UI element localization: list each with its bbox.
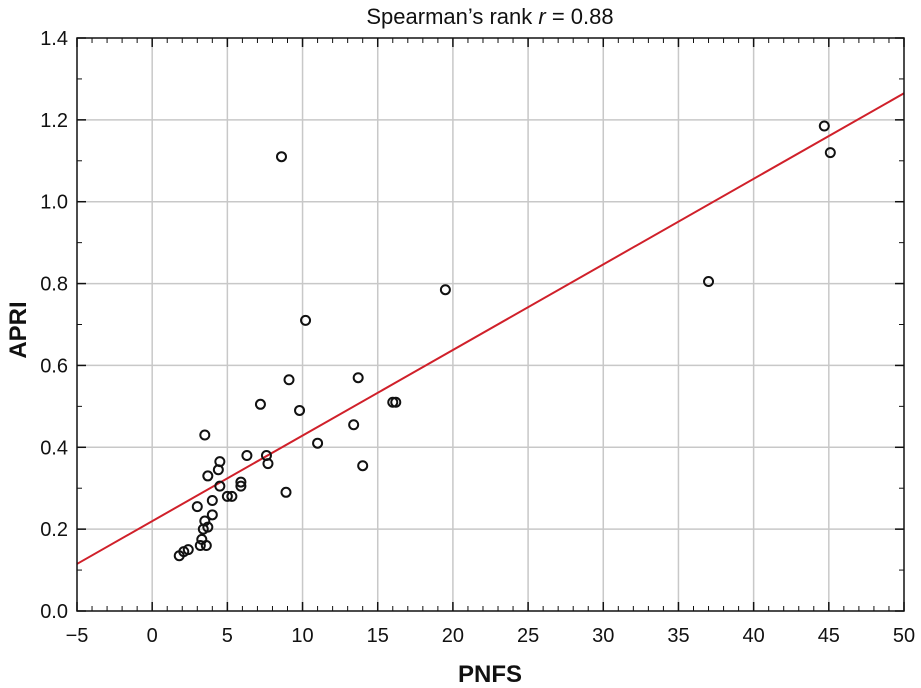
- scatter-point: [280, 486, 292, 498]
- scatter-point: [241, 449, 253, 461]
- y-tick-label: 1.4: [40, 28, 68, 50]
- scatter-point: [235, 476, 247, 488]
- y-axis-label: APRI: [5, 301, 32, 358]
- chart-title-variable: r: [538, 4, 547, 29]
- grid-lines: [77, 38, 904, 611]
- scatter-point: [357, 460, 369, 472]
- scatter-point: [226, 490, 238, 502]
- scatter-point: [214, 480, 226, 492]
- scatter-point: [352, 372, 364, 384]
- x-tick-label: 35: [667, 625, 689, 647]
- scatter-point: [390, 396, 402, 408]
- scatter-point: [254, 398, 266, 410]
- x-tick-labels: −5 0 5 10 15 20 25 30 35 40 45 50: [66, 625, 916, 647]
- scatter-point: [294, 404, 306, 416]
- x-axis-label: PNFS: [458, 661, 522, 688]
- scatter-point: [182, 544, 194, 556]
- x-tick-label: 50: [893, 625, 915, 647]
- y-tick-label: 0.8: [40, 274, 68, 296]
- scatter-point: [824, 147, 836, 159]
- y-tick-label: 0.0: [40, 601, 68, 623]
- scatter-point: [312, 437, 324, 449]
- scatter-point: [206, 509, 218, 521]
- axis-ticks: [76, 37, 905, 612]
- scatter-point: [199, 429, 211, 441]
- x-tick-label: 45: [818, 625, 840, 647]
- scatter-point: [191, 501, 203, 513]
- scatter-point: [300, 314, 312, 326]
- x-tick-label: 20: [442, 625, 464, 647]
- chart-title-prefix: Spearman’s rank: [366, 4, 538, 29]
- scatter-point: [206, 494, 218, 506]
- x-tick-label: 5: [222, 625, 233, 647]
- x-tick-label: 10: [291, 625, 313, 647]
- scatter-point: [202, 521, 214, 533]
- scatter-point: [283, 374, 295, 386]
- regression-line: [76, 92, 905, 565]
- scatter-point: [348, 419, 360, 431]
- chart-title-suffix: = 0.88: [546, 4, 614, 29]
- scatter-point: [194, 540, 206, 552]
- x-tick-label: 30: [592, 625, 614, 647]
- scatter-point: [703, 276, 715, 288]
- y-tick-label: 0.4: [40, 437, 68, 459]
- scatter-point: [235, 480, 247, 492]
- x-tick-label: −5: [66, 625, 89, 647]
- scatter-point: [199, 515, 211, 527]
- chart-title: Spearman’s rank r = 0.88: [366, 4, 613, 29]
- scatter-point: [275, 151, 287, 163]
- scatter-point: [214, 456, 226, 468]
- scatter-point: [221, 490, 233, 502]
- scatter-point: [439, 284, 451, 296]
- x-tick-label: 15: [367, 625, 389, 647]
- scatter-point: [818, 120, 830, 132]
- y-tick-labels: 0.0 0.2 0.4 0.6 0.8 1.0 1.2 1.4: [40, 28, 68, 623]
- scatter-point: [200, 540, 212, 552]
- scatter-point: [202, 470, 214, 482]
- x-tick-label: 25: [517, 625, 539, 647]
- y-tick-label: 1.2: [40, 110, 68, 132]
- scatter-point: [262, 458, 274, 470]
- regression-line-group: [76, 92, 905, 565]
- y-tick-label: 0.2: [40, 519, 68, 541]
- x-tick-label: 0: [147, 625, 158, 647]
- x-tick-label: 40: [743, 625, 765, 647]
- data-points: [173, 120, 836, 562]
- y-tick-label: 0.6: [40, 355, 68, 377]
- y-tick-label: 1.0: [40, 192, 68, 214]
